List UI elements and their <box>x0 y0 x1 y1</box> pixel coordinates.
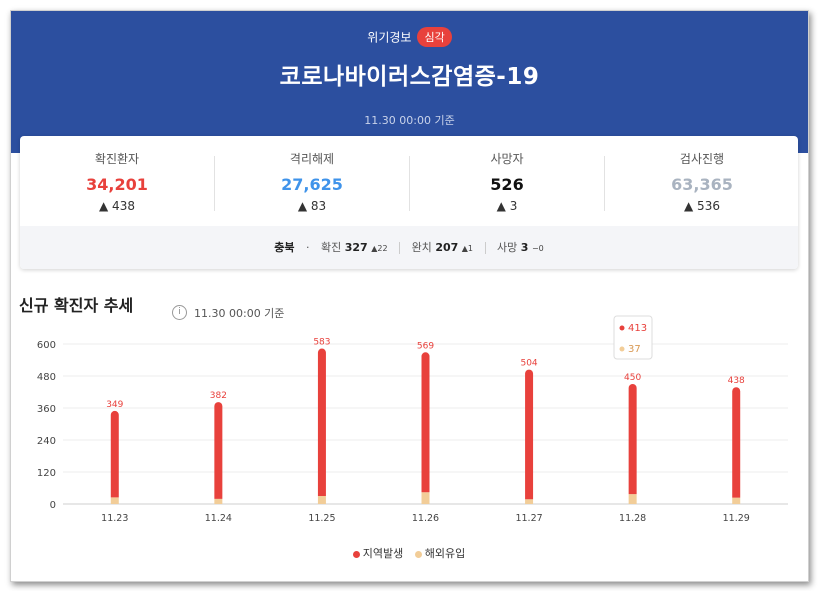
legend-dot <box>414 550 422 558</box>
stats-row: 확진환자 34,201 ▲ 438 격리해제 27,625 ▲ 83 사망자 5… <box>20 136 798 226</box>
divider <box>484 242 486 254</box>
stat-value: 63,365 <box>671 175 733 194</box>
region-deaths-label: 사망 <box>497 241 518 254</box>
stat-value: 34,201 <box>86 175 148 194</box>
header-basis-time: 11.30 00:00 기준 <box>364 114 455 127</box>
legend-label: 지역발생 <box>362 547 404 560</box>
region-deaths-delta: −0 <box>531 244 544 253</box>
stat-label: 검사진행 <box>679 152 725 166</box>
trend-basis-time: 11.30 00:00 기준 <box>194 307 285 320</box>
alert-row: 위기경보 심각 <box>11 27 808 47</box>
stat-label: 확진환자 <box>94 152 140 166</box>
stat-delta: ▲ 536 <box>684 199 720 213</box>
region-released-label: 완치 <box>411 241 432 254</box>
header-banner: 위기경보 심각 코로나바이러스감염증-19 11.30 00:00 기준 <box>11 11 808 153</box>
region-dot: · <box>306 241 310 254</box>
region-name: 충북 <box>274 241 295 254</box>
stat-delta: ▲ 3 <box>496 199 518 213</box>
stat-value: 27,625 <box>281 175 343 194</box>
app-frame: 위기경보 심각 코로나바이러스감염증-19 11.30 00:00 기준 확진환자… <box>10 10 809 582</box>
stat-label: 격리해제 <box>289 152 335 166</box>
legend-item-local[interactable]: 지역발생 <box>352 547 404 560</box>
trend-title: 신규 확진자 추세 <box>19 296 134 315</box>
region-confirmed-value: 327 <box>344 241 368 254</box>
region-released-delta: ▲1 <box>461 244 474 253</box>
stat-testing: 검사진행 63,365 ▲ 536 <box>605 150 798 213</box>
legend-label: 해외유입 <box>424 547 466 560</box>
stat-value: 526 <box>490 175 524 194</box>
divider <box>399 242 401 254</box>
stat-released: 격리해제 27,625 ▲ 83 <box>215 150 409 213</box>
region-confirmed-label: 확진 <box>321 241 342 254</box>
summary-card: 확진환자 34,201 ▲ 438 격리해제 27,625 ▲ 83 사망자 5… <box>20 136 798 269</box>
stat-confirmed: 확진환자 34,201 ▲ 438 <box>20 150 214 213</box>
region-summary: 충북 · 확진 327 ▲22 완치 207 ▲1 사망 3 −0 <box>20 226 798 269</box>
stat-delta: ▲ 83 <box>297 199 327 213</box>
region-deaths-value: 3 <box>520 241 529 254</box>
region-confirmed-delta: ▲22 <box>371 244 388 253</box>
alert-level-badge: 심각 <box>417 27 452 47</box>
divider <box>409 156 410 211</box>
info-icon[interactable]: i <box>172 305 187 320</box>
stat-deaths: 사망자 526 ▲ 3 <box>410 150 604 213</box>
legend-item-overseas[interactable]: 해외유입 <box>414 547 466 560</box>
alert-label: 위기경보 <box>367 30 412 45</box>
region-released-value: 207 <box>435 241 459 254</box>
stat-label: 사망자 <box>490 152 524 166</box>
divider <box>214 156 215 211</box>
legend-dot <box>352 550 360 558</box>
divider <box>604 156 605 211</box>
page-title: 코로나바이러스감염증-19 <box>279 64 540 90</box>
stat-delta: ▲ 438 <box>99 199 135 213</box>
chart-legend: 지역발생 해외유입 <box>0 545 818 561</box>
